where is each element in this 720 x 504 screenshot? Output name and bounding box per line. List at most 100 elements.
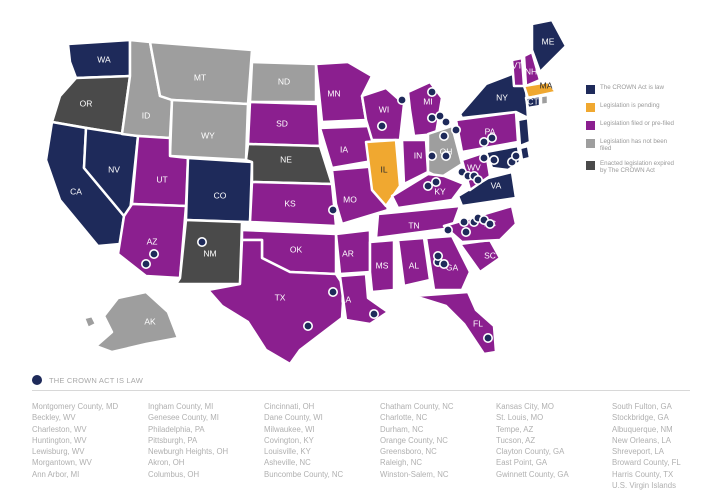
locality-item: Newburgh Heights, OH (148, 447, 229, 457)
locality-marker[interactable] (434, 111, 445, 122)
state-ME[interactable] (530, 18, 568, 74)
state-AK[interactable] (94, 290, 180, 354)
locality-marker[interactable] (396, 95, 407, 106)
state-label-KS: KS (284, 198, 296, 208)
state-KY[interactable] (390, 172, 466, 210)
legend-swatch (586, 85, 595, 94)
locality-item: Cincinnati, OH (264, 402, 315, 411)
legend-label: Legislation is pending (600, 102, 660, 109)
locality-item: Covington, KY (264, 435, 314, 445)
state-NJ[interactable] (516, 116, 532, 148)
state-label-MT: MT (194, 72, 206, 82)
locality-item: Winston-Salem, NC (380, 469, 449, 479)
locality-column: South Fulton, GA Stockbridge, GA Albuque… (612, 401, 720, 491)
locality-marker[interactable] (327, 205, 338, 216)
locality-marker[interactable] (368, 308, 379, 319)
locality-item: Montgomery County, MD (32, 402, 119, 411)
locality-marker[interactable] (482, 332, 493, 343)
state-MI[interactable] (406, 80, 444, 138)
locality-marker[interactable] (426, 151, 437, 162)
legend-swatch (586, 121, 595, 130)
legend-item-pending: Legislation is pending (586, 102, 674, 112)
locality-item: Philadelphia, PA (148, 424, 205, 434)
locality-column: Kansas City, MO St. Louis, MO Tempe, AZ … (496, 401, 612, 491)
state-MS[interactable] (368, 238, 396, 294)
state-label-NE: NE (280, 154, 292, 164)
locality-marker[interactable] (510, 151, 521, 162)
state-HI[interactable] (82, 314, 98, 330)
locality-marker[interactable] (450, 125, 461, 136)
state-MA[interactable] (522, 80, 558, 100)
locality-item: Buncombe County, NC (264, 469, 344, 479)
locality-marker[interactable] (422, 181, 433, 192)
locality-item: Harris County, TX (612, 469, 674, 479)
state-AL[interactable] (396, 236, 432, 288)
state-RI[interactable] (539, 93, 550, 107)
locality-marker[interactable] (442, 225, 453, 236)
locality-column: Montgomery County, MD Beckley, WV Charle… (32, 401, 148, 491)
locality-column: Cincinnati, OH Dane County, WI Milwaukee… (264, 401, 380, 491)
locality-item: South Fulton, GA (612, 402, 672, 411)
locality-marker[interactable] (460, 227, 471, 238)
locality-marker[interactable] (438, 258, 449, 269)
legend-label: Legislation filed or pre-filed (600, 120, 674, 127)
locality-marker[interactable] (478, 153, 489, 164)
state-TX[interactable] (206, 238, 346, 366)
state-label-IA: IA (340, 144, 348, 154)
state-NM[interactable] (174, 218, 244, 286)
locality-item: Huntington, WV (32, 435, 87, 445)
locality-item: Lewisburg, WV (32, 447, 85, 457)
state-label-LA: LA (341, 294, 352, 304)
legend-item-expired: Enacted legislation expired by The CROWN… (586, 160, 674, 174)
locality-item: U.S. Virgin Islands (612, 481, 676, 491)
locality-marker[interactable] (458, 217, 469, 228)
locality-item: Ingham County, MI (148, 402, 214, 411)
state-label-OR: OR (80, 98, 93, 108)
state-DE[interactable] (518, 144, 532, 162)
locality-marker[interactable] (486, 133, 497, 144)
state-ND[interactable] (248, 60, 318, 104)
locality-marker[interactable] (302, 320, 313, 331)
locality-marker[interactable] (197, 237, 208, 248)
state-KS[interactable] (248, 180, 338, 228)
locality-marker[interactable] (440, 117, 451, 128)
locality-marker[interactable] (376, 121, 387, 132)
state-label-FL: FL (473, 318, 483, 328)
locality-marker[interactable] (426, 113, 437, 124)
locality-marker[interactable] (478, 137, 489, 148)
locality-marker[interactable] (440, 151, 451, 162)
state-WI[interactable] (360, 86, 406, 142)
locality-item: Tucson, AZ (496, 435, 536, 445)
locality-marker[interactable] (488, 155, 499, 166)
legend-item-not-filed: Legislation has not been filed (586, 138, 674, 152)
locality-item: Beckley, WV (32, 413, 76, 423)
locality-item: Louisville, KY (264, 447, 311, 457)
state-CT[interactable] (524, 94, 542, 110)
state-label-WV: WV (467, 162, 481, 172)
state-label-WA: WA (97, 54, 111, 64)
locality-item: Dane County, WI (264, 413, 323, 423)
locality-marker[interactable] (141, 258, 152, 269)
locality-item: Milwaukee, WI (264, 424, 315, 434)
legend-label: Legislation has not been filed (600, 138, 668, 152)
locality-item: St. Louis, MO (496, 413, 544, 423)
state-label-WY: WY (201, 130, 215, 140)
locality-marker[interactable] (484, 219, 495, 230)
locality-dot-icon (32, 375, 42, 385)
state-FL[interactable] (412, 290, 498, 356)
state-label-SD: SD (276, 118, 288, 128)
state-label-KY: KY (434, 186, 446, 196)
state-NH[interactable] (522, 50, 542, 88)
locality-item: Columbus, OH (148, 469, 200, 479)
locality-marker[interactable] (426, 87, 437, 98)
locality-item: Charleston, WV (32, 424, 87, 434)
locality-marker[interactable] (430, 177, 441, 188)
locality-marker[interactable] (432, 251, 443, 262)
locality-marker[interactable] (438, 131, 449, 142)
locality-item: Kansas City, MO (496, 402, 554, 411)
locality-marker[interactable] (472, 175, 483, 186)
locality-marker[interactable] (149, 249, 160, 260)
locality-item: Ann Arbor, MI (32, 469, 80, 479)
locality-marker[interactable] (327, 286, 338, 297)
state-label-MN: MN (327, 88, 340, 98)
